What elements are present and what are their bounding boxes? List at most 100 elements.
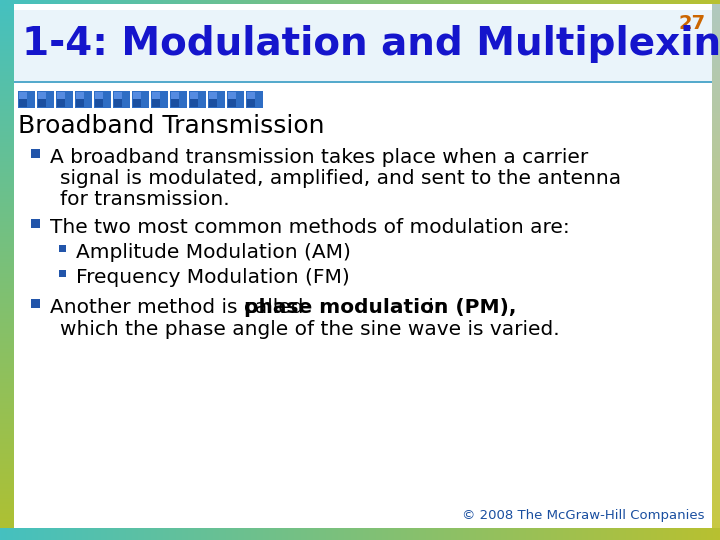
Bar — [712, 160, 720, 161]
Bar — [405, 528, 406, 540]
Bar — [712, 335, 720, 336]
Bar — [703, 0, 704, 4]
Bar — [712, 28, 720, 29]
Bar — [0, 375, 14, 376]
Bar — [613, 528, 614, 540]
Bar — [0, 318, 14, 319]
Bar — [460, 0, 461, 4]
Bar — [95, 99, 103, 107]
Bar — [0, 381, 14, 382]
Bar — [81, 0, 82, 4]
Bar — [523, 0, 524, 4]
Bar — [712, 396, 720, 397]
Bar — [299, 0, 300, 4]
Bar — [661, 0, 662, 4]
Bar — [633, 0, 634, 4]
Bar — [122, 528, 123, 540]
Bar — [712, 346, 720, 347]
Bar — [484, 0, 485, 4]
Bar — [384, 0, 385, 4]
Bar — [345, 528, 346, 540]
Bar — [213, 528, 214, 540]
Bar — [55, 0, 56, 4]
Bar — [0, 21, 14, 22]
Bar — [325, 528, 326, 540]
Bar — [609, 528, 610, 540]
Bar — [521, 528, 522, 540]
Bar — [0, 223, 14, 224]
Bar — [616, 528, 617, 540]
Bar — [0, 471, 14, 472]
Bar — [0, 302, 14, 303]
Bar — [57, 528, 58, 540]
Bar — [138, 528, 139, 540]
Bar — [295, 0, 296, 4]
Bar — [0, 523, 14, 524]
Bar — [712, 120, 720, 121]
Bar — [659, 0, 660, 4]
Bar — [610, 0, 611, 4]
Bar — [712, 81, 720, 82]
Bar — [712, 229, 720, 230]
Bar — [712, 386, 720, 387]
Bar — [674, 0, 675, 4]
Bar — [349, 0, 350, 4]
Bar — [626, 528, 627, 540]
Bar — [0, 526, 14, 527]
Bar — [642, 528, 643, 540]
Bar — [526, 528, 527, 540]
Bar — [87, 0, 88, 4]
Bar — [712, 350, 720, 351]
Bar — [712, 150, 720, 151]
Bar — [508, 528, 509, 540]
Bar — [132, 0, 133, 4]
Bar — [63, 528, 64, 540]
Bar — [590, 0, 591, 4]
Bar — [592, 0, 593, 4]
Bar — [0, 347, 14, 348]
Bar — [712, 404, 720, 405]
Bar — [0, 181, 14, 182]
Bar — [172, 528, 173, 540]
Bar — [712, 513, 720, 514]
Text: 1-4: Modulation and Multiplexing: 1-4: Modulation and Multiplexing — [22, 25, 720, 63]
Bar — [318, 528, 319, 540]
Bar — [0, 274, 14, 275]
Bar — [712, 434, 720, 435]
Bar — [0, 457, 14, 458]
Bar — [343, 528, 344, 540]
Bar — [712, 330, 720, 331]
Bar — [716, 528, 717, 540]
Bar — [712, 391, 720, 392]
Bar — [712, 438, 720, 439]
Bar — [527, 528, 528, 540]
Bar — [689, 0, 690, 4]
Bar — [189, 91, 206, 108]
Bar — [668, 0, 669, 4]
Bar — [208, 0, 209, 4]
Bar — [712, 161, 720, 162]
Bar — [0, 389, 14, 390]
Bar — [502, 528, 503, 540]
Bar — [712, 467, 720, 468]
Bar — [36, 528, 37, 540]
Bar — [598, 0, 599, 4]
Bar — [148, 528, 149, 540]
Bar — [173, 0, 174, 4]
Bar — [0, 373, 14, 374]
Bar — [171, 99, 179, 107]
Bar — [712, 80, 720, 81]
Bar — [678, 0, 679, 4]
Bar — [712, 122, 720, 123]
Bar — [712, 465, 720, 466]
Bar — [712, 364, 720, 365]
Bar — [258, 528, 259, 540]
Bar — [621, 0, 622, 4]
Bar — [0, 245, 14, 246]
Bar — [712, 254, 720, 255]
Bar — [51, 0, 52, 4]
Bar — [712, 530, 720, 531]
Bar — [712, 143, 720, 144]
Bar — [615, 0, 616, 4]
Bar — [0, 440, 14, 441]
